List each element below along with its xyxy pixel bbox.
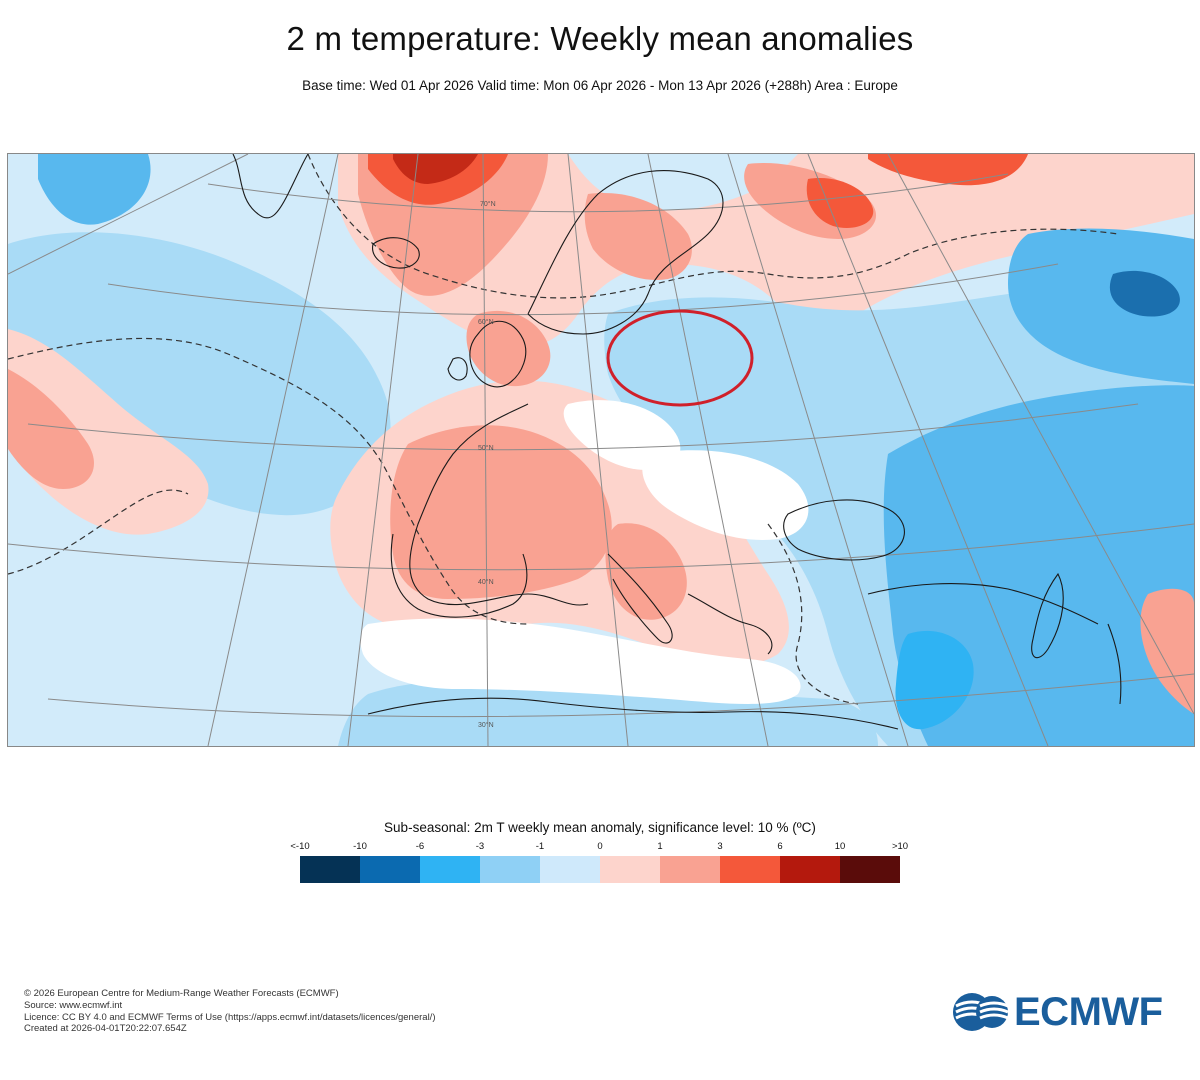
anomaly-region-mediterranean-neutral: [360, 618, 801, 704]
coastline-turkey: [867, 583, 1099, 625]
ecmwf-logo: ECMWF: [952, 990, 1163, 1034]
anomaly-region-italy-warm: [605, 523, 687, 620]
legend-swatch: [300, 856, 360, 883]
legend-swatch: [540, 856, 600, 883]
legend-swatch: [480, 856, 540, 883]
anomaly-region-uk-warm: [466, 310, 551, 387]
anomaly-map-canvas: 70°N 60°N 50°N 40°N 30°N: [8, 154, 1194, 746]
significance-contour-east: [767, 523, 859, 705]
parallel-50n: [27, 403, 1139, 451]
legend-tick: -3: [475, 841, 485, 852]
anomaly-region-ural-core-cold: [1109, 270, 1180, 317]
coastline-caspian: [1031, 572, 1064, 659]
parallel-60n: [107, 263, 1059, 316]
meridian-6: [727, 154, 909, 746]
ecmwf-logo-text: ECMWF: [1014, 989, 1163, 1034]
anomaly-region-levant-warm: [1140, 588, 1194, 714]
lat-label-40n: 40°N: [478, 578, 494, 586]
anomaly-region-balkans-neutral: [642, 450, 809, 540]
copyright-text: © 2026 European Centre for Medium-Range …: [24, 988, 339, 999]
coastlines: [232, 154, 1122, 730]
map-graticule: [8, 154, 1194, 746]
anomaly-map: 70°N 60°N 50°N 40°N 30°N: [7, 153, 1195, 747]
parallel-30n: [47, 673, 1194, 718]
legend-tick: 1: [657, 841, 663, 852]
meridian-5: [647, 154, 769, 746]
anomaly-region-greenland-sea-blue: [38, 154, 151, 225]
anomaly-region-north-warm: [338, 154, 1194, 348]
coastline-black-sea: [783, 499, 905, 561]
coastline-balkans-greece: [687, 593, 773, 655]
legend-tick: <-10: [290, 841, 310, 852]
page-subtitle: Base time: Wed 01 Apr 2026 Valid time: M…: [302, 78, 898, 93]
legend-swatch: [720, 856, 780, 883]
legend-tick: -6: [415, 841, 425, 852]
coastline-scandinavia: [527, 170, 724, 335]
meridian-9: [8, 154, 249, 275]
coastline-iberia: [390, 533, 528, 618]
legend-colorbar: [300, 856, 900, 883]
legend-ticks: <-10 -10 -6 -3 -1 0 1 3 6 10 >10: [290, 841, 908, 855]
legend-swatch: [420, 856, 480, 883]
coastline-italy: [607, 553, 673, 644]
legend-swatch: [660, 856, 720, 883]
legend-tick: 6: [777, 841, 783, 852]
anomaly-region-ural-cold: [1008, 228, 1194, 384]
anomaly-region-france-iberia-warm: [390, 425, 612, 599]
lat-label-60n: 60°N: [478, 318, 494, 326]
meridian-1: [207, 154, 339, 746]
coastline-greenland: [232, 154, 309, 219]
anomaly-region-iceland-core: [393, 154, 478, 184]
legend-swatch: [840, 856, 900, 883]
legend-tick: -1: [535, 841, 545, 852]
parallel-40n: [8, 523, 1194, 571]
meridian-8: [887, 154, 1194, 715]
meridian-4: [567, 154, 629, 746]
legend-title: Sub-seasonal: 2m T weekly mean anomaly, …: [384, 820, 816, 835]
legend-tick: 10: [834, 841, 846, 852]
anomaly-region-arctic-hotspot: [806, 178, 874, 229]
coastline-british-isles: [447, 320, 527, 388]
legend-swatch: [600, 856, 660, 883]
meridian-3: [482, 154, 489, 746]
latitude-labels: 70°N 60°N 50°N 40°N 30°N: [478, 200, 496, 729]
anomaly-region-east-med-cold: [895, 630, 974, 730]
anomaly-region-west-atlantic-warm-core: [8, 369, 94, 489]
lat-label-30n: 30°N: [478, 721, 494, 729]
anomaly-region-atlantic-blue: [8, 232, 391, 516]
meridian-2: [347, 154, 419, 746]
anomaly-region-central-neutral: [563, 400, 681, 470]
coastline-iceland: [372, 237, 420, 269]
lat-label-50n: 50°N: [478, 444, 494, 452]
legend-tick: -10: [353, 841, 367, 852]
legend-swatch: [360, 856, 420, 883]
parallel-70n: [207, 173, 1009, 213]
licence-text: Licence: CC BY 4.0 and ECMWF Terms of Us…: [24, 1011, 436, 1023]
significance-contour-atlantic: [8, 337, 529, 625]
coastline-levant: [1107, 623, 1122, 705]
legend-tick: >10: [891, 841, 909, 852]
legend-tick: 0: [597, 841, 603, 852]
significance-contour-north: [307, 154, 1119, 299]
ecmwf-logo-icon: [953, 993, 1009, 1031]
coastline-continental-west: [409, 403, 589, 606]
page-title: 2 m temperature: Weekly mean anomalies: [286, 20, 914, 57]
footer-credits: © 2026 European Centre for Medium-Range …: [24, 988, 436, 1035]
created-text: Created at 2026-04-01T20:22:07.654Z: [24, 1023, 187, 1035]
red-ellipse-highlight: [606, 309, 754, 407]
legend-swatch: [780, 856, 840, 883]
legend-tick: 3: [717, 841, 723, 852]
coastline-north-africa: [367, 697, 899, 730]
meridian-7: [807, 154, 1049, 746]
lat-label-70n: 70°N: [480, 200, 496, 208]
significance-contour-west: [8, 489, 189, 575]
source-text: Source: www.ecmwf.int: [24, 999, 123, 1011]
anomaly-region-scandinavia-warm: [584, 193, 692, 280]
